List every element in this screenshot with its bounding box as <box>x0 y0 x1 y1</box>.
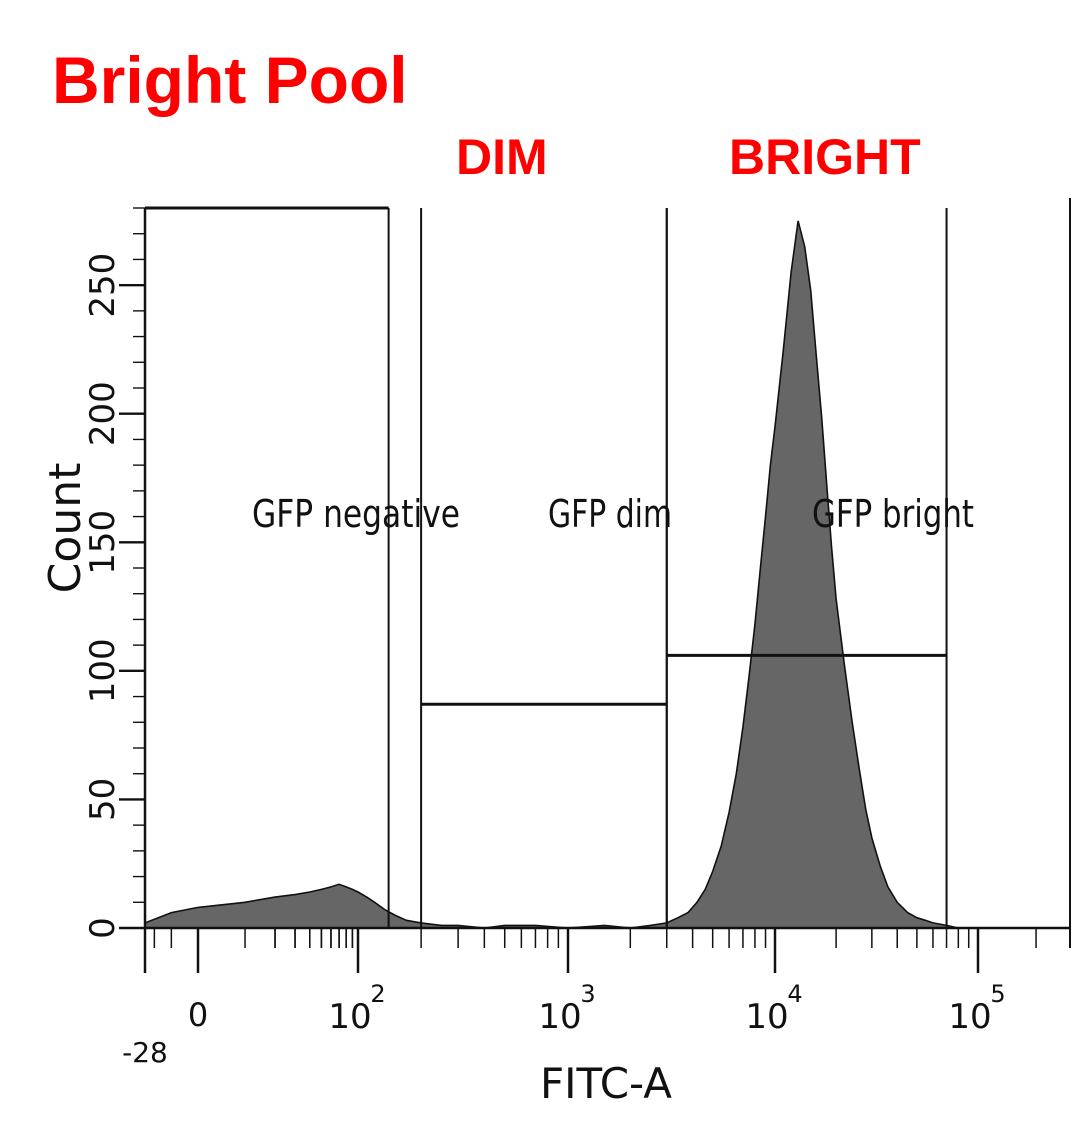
dim-label: DIM <box>456 129 548 185</box>
x-tick-label: 10 <box>948 997 991 1037</box>
x-tick-exponent: 4 <box>787 980 802 1008</box>
y-tick-label: 150 <box>83 510 123 575</box>
x-tick-label: 0 <box>188 996 208 1034</box>
y-axis-title: Count <box>40 463 91 594</box>
x-tick-label: 10 <box>328 997 371 1037</box>
histogram-area <box>144 220 978 929</box>
x-axis-title: FITC-A <box>540 1059 672 1108</box>
x-tick-label: 10 <box>538 997 581 1037</box>
page-title: Bright Pool <box>52 43 408 117</box>
x-tick-exponent: 5 <box>990 980 1005 1008</box>
gate-label: GFP bright <box>812 492 974 536</box>
y-tick-label: 100 <box>83 638 123 703</box>
gate-label: GFP negative <box>252 492 460 536</box>
x-tick-label: -28 <box>122 1036 168 1069</box>
x-tick-label: 10 <box>745 997 788 1037</box>
y-tick-label: 0 <box>83 917 123 939</box>
gate-label: GFP dim <box>548 492 672 536</box>
y-tick-label: 200 <box>83 381 123 446</box>
x-tick-exponent: 3 <box>580 980 595 1008</box>
x-tick-exponent: 2 <box>370 980 385 1008</box>
y-tick-label: 50 <box>83 778 123 821</box>
bright-label: BRIGHT <box>729 129 921 185</box>
y-tick-label: 250 <box>83 253 123 318</box>
